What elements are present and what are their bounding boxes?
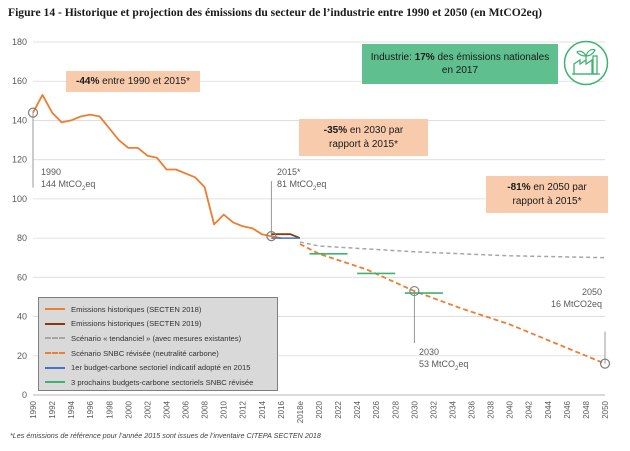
- series-line-2: [271, 233, 301, 239]
- x-tick-label: 2050: [601, 400, 610, 418]
- annotation-2030-value: 53 MtCO2eq: [419, 358, 469, 372]
- legend-item: Scénario SNBC révisée (neutralité carbon…: [45, 346, 277, 361]
- x-tick-label: 2042: [525, 400, 534, 418]
- legend-label: Emissions historiques (SECTEN 2019): [71, 319, 202, 329]
- annotation-2030: 2030 53 MtCO2eq: [419, 347, 468, 373]
- x-tick-label: 2012: [239, 400, 248, 418]
- callout-2015-text: entre 1990 et 2015*: [99, 75, 190, 87]
- y-tick-label: 120: [12, 155, 27, 165]
- legend-item: Emissions historiques (SECTEN 2018): [45, 302, 277, 317]
- industrie-text: des émissions nationales: [434, 51, 550, 63]
- x-tick-label: 2010: [220, 400, 229, 418]
- y-tick-label: 60: [17, 272, 27, 282]
- callout-2050-line2: rapport à 2015*: [512, 195, 582, 207]
- x-tick-label: 2046: [563, 400, 572, 418]
- x-tick-label: 2016: [277, 400, 286, 418]
- x-tick-label: 2014: [258, 400, 267, 418]
- callout-industrie-share: Industrie: 17% des émissions nationales e…: [362, 44, 558, 84]
- x-tick-label: 2048: [582, 400, 591, 418]
- callout-2050-text: en 2050 par: [530, 182, 587, 193]
- x-tick-label: 2004: [162, 400, 171, 418]
- legend-swatch: [45, 381, 65, 384]
- callout-2015-percent: -44%: [76, 75, 100, 87]
- annotation-2015-year: 2015*: [277, 167, 301, 177]
- y-tick-label: 80: [17, 233, 27, 243]
- x-tick-label: 2032: [429, 400, 438, 418]
- callout-reduction-2050: -81% en 2050 par rapport à 2015*: [486, 176, 608, 213]
- y-tick-label: 100: [12, 194, 27, 204]
- callout-reduction-2015: -44% entre 1990 et 2015*: [66, 71, 200, 92]
- x-tick-label: 2020: [315, 400, 324, 418]
- legend-label: Emissions historiques (SECTEN 2018): [71, 304, 202, 314]
- x-tick-label: 2002: [143, 400, 152, 418]
- x-tick-label: 2044: [544, 400, 553, 418]
- industrie-percent: 17%: [414, 51, 435, 63]
- legend-label: 3 prochains budgets-carbone sectoriels S…: [71, 377, 254, 387]
- callout-2050-percent: -81%: [507, 182, 531, 193]
- x-tick-label: 1996: [86, 400, 95, 418]
- legend-item: Scénario « tendanciel » (avec mesures ex…: [45, 331, 277, 346]
- x-tick-label: 1992: [48, 400, 57, 418]
- callout-2030-percent: -35%: [323, 125, 348, 136]
- data-marker-circle: [409, 285, 420, 297]
- annotation-2015: 2015* 81 MtCO2eq: [277, 167, 326, 193]
- series-line-1: [32, 94, 282, 239]
- legend-label: Scénario SNBC révisée (neutralité carbon…: [71, 348, 219, 358]
- footnote: *Les émissions de référence pour l’année…: [10, 431, 321, 440]
- x-tick-label: 2022: [334, 400, 343, 418]
- x-tick-label: 1994: [67, 400, 76, 418]
- annotation-2030-year: 2030: [419, 347, 440, 357]
- x-tick-label: 2018e: [296, 400, 305, 423]
- annotation-1990: 1990 144 MtCO2eq: [41, 167, 95, 193]
- callout-2030-line2: rapport à 2015*: [329, 138, 398, 150]
- legend-swatch: [45, 366, 65, 369]
- y-tick-label: 180: [12, 37, 27, 47]
- data-marker-circle: [27, 107, 39, 118]
- legend-item: Emissions historiques (SECTEN 2019): [45, 317, 277, 332]
- legend-swatch: [45, 322, 65, 325]
- industrie-prefix: Industrie:: [370, 51, 415, 63]
- callout-reduction-2030: -35% en 2030 par rapport à 2015*: [299, 119, 428, 156]
- figure-title: Figure 14 - Historique et projection des…: [8, 6, 543, 19]
- chart-legend: Emissions historiques (SECTEN 2018) Emiss…: [38, 297, 278, 391]
- legend-swatch: [45, 337, 65, 340]
- annotation-2050-value: 16 MtCO2eq: [551, 298, 603, 309]
- y-tick-label: 160: [12, 76, 27, 86]
- data-marker-circle: [266, 231, 277, 242]
- x-tick-label: 2008: [201, 400, 210, 418]
- series-line-3: [299, 241, 606, 259]
- x-tick-label: 2030: [410, 400, 419, 418]
- legend-item: 1er budget-carbone sectoriel indicatif a…: [45, 360, 277, 375]
- annotation-1990-value: 144 MtCO2eq: [41, 178, 96, 192]
- industrie-line2: en 2017: [441, 65, 479, 76]
- x-tick-label: 2026: [372, 400, 381, 418]
- x-tick-label: 2034: [448, 400, 457, 418]
- annotation-2050-year: 2050: [582, 287, 603, 297]
- x-tick-label: 2040: [506, 400, 515, 418]
- x-tick-label: 2036: [468, 400, 477, 418]
- x-tick-label: 2006: [182, 400, 191, 418]
- x-tick-label: 2024: [353, 400, 362, 418]
- y-tick-label: 40: [17, 312, 27, 322]
- x-tick-label: 1990: [29, 400, 38, 418]
- legend-swatch: [45, 308, 65, 311]
- legend-label: 1er budget-carbone sectoriel indicatif a…: [71, 363, 251, 373]
- x-tick-label: 1998: [105, 400, 114, 418]
- legend-item: 3 prochains budgets-carbone sectoriels S…: [45, 375, 277, 390]
- series-line-4: [299, 243, 606, 365]
- y-tick-label: 20: [17, 351, 27, 361]
- x-tick-label: 2028: [391, 400, 400, 418]
- legend-swatch: [45, 352, 65, 355]
- y-tick-label: 140: [12, 115, 27, 125]
- y-tick-label: 0: [22, 390, 27, 400]
- data-marker-circle: [599, 358, 611, 369]
- x-tick-label: 2038: [487, 400, 496, 418]
- annotation-2050: 2050 16 MtCO2eq: [551, 287, 602, 310]
- annotation-1990-year: 1990: [41, 167, 62, 177]
- annotation-2015-value: 81 MtCO2eq: [277, 178, 327, 192]
- callout-2030-text: en 2030 par: [347, 125, 404, 136]
- x-tick-label: 2000: [124, 400, 133, 418]
- factory-leaf-icon: [563, 40, 609, 86]
- legend-label: Scénario « tendanciel » (avec mesures ex…: [71, 333, 242, 343]
